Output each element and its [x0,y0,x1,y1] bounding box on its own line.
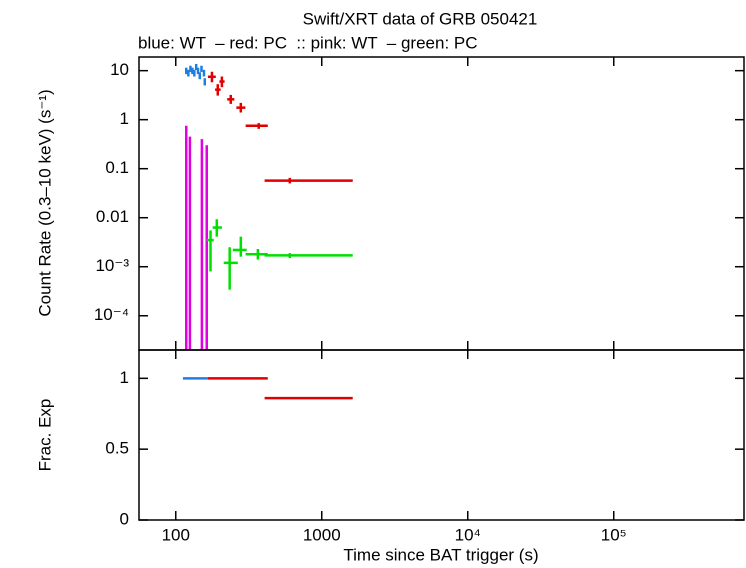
y-axis-label: Count Rate (0.3–10 keV) (s⁻¹) [35,89,54,316]
x-tick-label: 10⁴ [455,525,481,544]
x-tick-label: 100 [162,525,190,544]
plot-top [185,63,353,350]
y-tick-label: 0.1 [105,158,129,177]
y-tick-label: 10⁻³ [95,256,129,275]
chart-subtitle: blue: WT – red: PC :: pink: WT – green: … [138,33,478,52]
x-axis-label: Time since BAT trigger (s) [343,545,538,564]
x-tick-label: 10⁵ [601,525,627,544]
x-tick-label: 1000 [303,525,341,544]
y-tick-label: 0 [120,509,129,528]
y-tick-label: 0.5 [105,439,129,458]
chart-title: Swift/XRT data of GRB 050421 [303,9,538,28]
y-tick-label: 1 [120,109,129,128]
y-tick-label: 10⁻⁴ [94,305,129,324]
y-tick-label: 1 [120,368,129,387]
frame [138,349,745,521]
y-axis-label: Frac. Exp [35,399,54,472]
y-tick-label: 0.01 [96,207,129,226]
plot-bottom [182,377,353,400]
y-tick-label: 10 [110,60,129,79]
